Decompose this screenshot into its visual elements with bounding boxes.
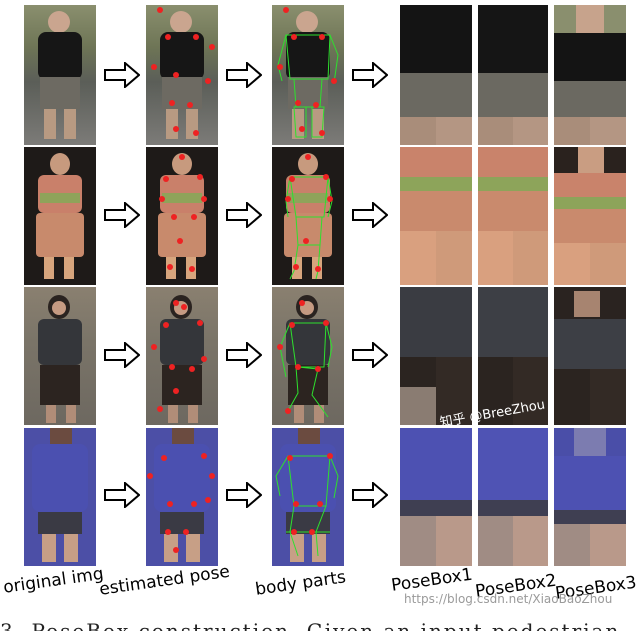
row4-arrow-2-icon xyxy=(226,482,262,508)
row1-arrow-2-icon xyxy=(226,62,262,88)
row4-body-parts-image xyxy=(272,428,344,566)
label-estimated-pose: estimated pose xyxy=(98,561,232,600)
bottom-caption-clipped: 3. PoseBox construction. Given an input … xyxy=(0,619,621,631)
row1-arrow-3-icon xyxy=(352,62,388,88)
row2-body-parts-image xyxy=(272,147,344,285)
row2-arrow-3-icon xyxy=(352,202,388,228)
row3-estimated-pose-image xyxy=(146,287,218,425)
row4-posebox1-image xyxy=(400,428,472,566)
row3-arrow-2-icon xyxy=(226,342,262,368)
row3-arrow-1-icon xyxy=(104,342,140,368)
label-body-parts: body parts xyxy=(254,567,348,600)
row1-posebox2-image xyxy=(478,5,548,145)
row2-arrow-1-icon xyxy=(104,202,140,228)
label-original-img: original img xyxy=(2,563,105,598)
row2-original-image xyxy=(24,147,96,285)
row3-posebox3-image xyxy=(554,287,626,425)
row3-posebox2-image xyxy=(478,287,548,425)
row3-posebox1-image xyxy=(400,287,472,425)
row3-arrow-3-icon xyxy=(352,342,388,368)
row2-posebox3-image xyxy=(554,147,626,285)
watermark-url: https://blog.csdn.net/XiaoBaoZhou xyxy=(404,592,613,606)
row1-body-parts-image xyxy=(272,5,344,145)
row4-arrow-3-icon xyxy=(352,482,388,508)
row4-original-image xyxy=(24,428,96,566)
row3-body-parts-image xyxy=(272,287,344,425)
row1-posebox1-image xyxy=(400,5,472,145)
row4-posebox2-image xyxy=(478,428,548,566)
row3-original-image xyxy=(24,287,96,425)
row1-posebox3-image xyxy=(554,5,626,145)
row4-estimated-pose-image xyxy=(146,428,218,566)
row1-original-image xyxy=(24,5,96,145)
row4-posebox3-image xyxy=(554,428,626,566)
row4-arrow-1-icon xyxy=(104,482,140,508)
row1-estimated-pose-image xyxy=(146,5,218,145)
row2-arrow-2-icon xyxy=(226,202,262,228)
row2-posebox2-image xyxy=(478,147,548,285)
row1-arrow-1-icon xyxy=(104,62,140,88)
row2-posebox1-image xyxy=(400,147,472,285)
row2-estimated-pose-image xyxy=(146,147,218,285)
